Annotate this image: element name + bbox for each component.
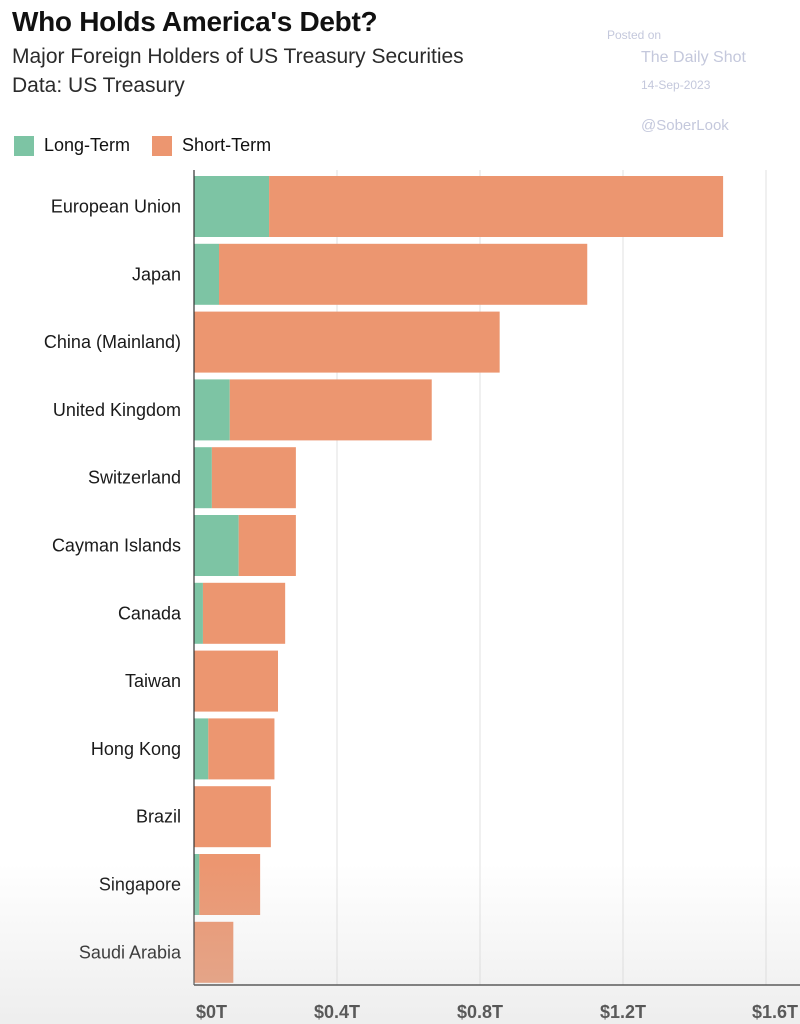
bar-short-term	[202, 582, 286, 644]
watermark-handle: @SoberLook	[641, 117, 729, 134]
bar-long-term	[194, 854, 200, 915]
legend-item-long-term: Long-Term	[14, 135, 130, 156]
category-label: European Union	[51, 197, 181, 217]
category-label: Switzerland	[88, 468, 181, 488]
x-tick-label: $0.4T	[314, 1002, 360, 1022]
bar-short-term	[219, 243, 588, 305]
legend-swatch-short-term	[152, 135, 173, 156]
bar-short-term	[208, 718, 275, 780]
bar-short-term	[211, 447, 296, 509]
bar-short-term	[194, 650, 279, 712]
legend-swatch-long-term	[14, 135, 34, 156]
bar-long-term	[194, 515, 239, 576]
bar-short-term	[269, 176, 724, 237]
watermark-posted: Posted on	[607, 28, 662, 42]
x-tick-label: $0T	[196, 1002, 227, 1022]
category-label: United Kingdom	[53, 400, 181, 420]
bar-short-term	[199, 854, 261, 915]
bar-long-term	[194, 718, 209, 780]
legend-label-short-term: Short-Term	[182, 135, 272, 155]
bar-long-term	[194, 582, 203, 644]
bar-long-term	[194, 447, 212, 509]
bar-short-term	[229, 379, 432, 441]
bar-long-term	[194, 176, 270, 237]
category-label: Hong Kong	[91, 739, 181, 759]
category-label: China (Mainland)	[44, 332, 181, 352]
legend: Long-Term Short-Term	[14, 135, 293, 156]
bar-long-term	[194, 379, 230, 441]
category-label: Brazil	[136, 807, 181, 827]
x-tick-label: $1.6T	[752, 1002, 798, 1022]
x-tick-label: $1.2T	[600, 1002, 646, 1022]
category-label: Cayman Islands	[52, 536, 181, 556]
bar-short-term	[238, 515, 296, 576]
x-tick-label: $0.8T	[457, 1002, 503, 1022]
category-label: Taiwan	[125, 671, 181, 691]
category-label: Canada	[118, 603, 182, 623]
category-label: Singapore	[99, 875, 181, 895]
data-source: Data: US Treasury	[12, 74, 185, 97]
bar-short-term	[194, 921, 234, 983]
category-label: Saudi Arabia	[79, 942, 182, 962]
watermark-publisher: The Daily Shot	[641, 49, 746, 66]
bar-short-term	[194, 311, 500, 373]
category-label: Japan	[132, 264, 181, 284]
legend-item-short-term: Short-Term	[152, 135, 271, 156]
chart-subtitle: Major Foreign Holders of US Treasury Sec…	[12, 45, 464, 68]
legend-label-long-term: Long-Term	[44, 135, 131, 155]
watermark-date: 14-Sep-2023	[641, 78, 711, 92]
chart-title: Who Holds America's Debt?	[12, 6, 378, 37]
bar-short-term	[194, 786, 271, 848]
bar-long-term	[194, 243, 220, 305]
